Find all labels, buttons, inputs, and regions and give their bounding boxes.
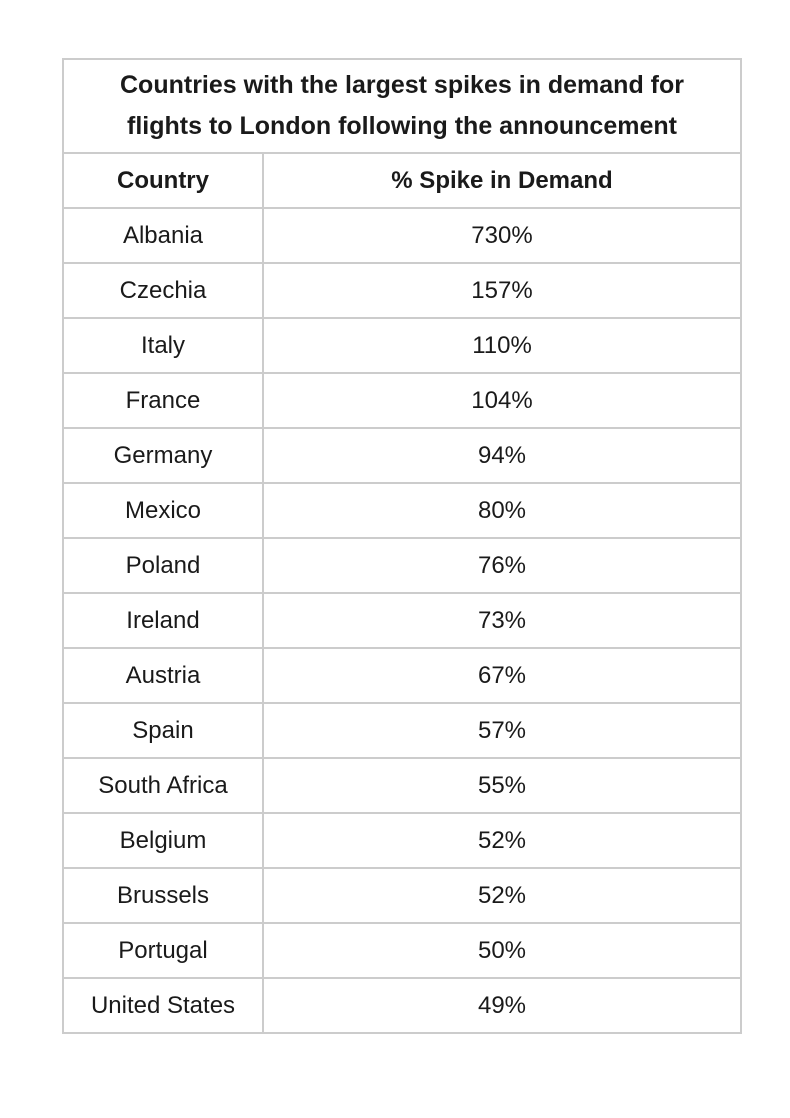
spike-value-cell: 67%: [262, 647, 742, 704]
table-row: Italy 110%: [62, 317, 742, 374]
table-row: Spain 57%: [62, 702, 742, 759]
table-row: Czechia 157%: [62, 262, 742, 319]
column-header-spike: % Spike in Demand: [262, 152, 742, 209]
country-cell: Albania: [62, 207, 264, 264]
table-row: Mexico 80%: [62, 482, 742, 539]
spike-value-cell: 73%: [262, 592, 742, 649]
country-cell: United States: [62, 977, 264, 1034]
table-title-row: Countries with the largest spikes in dem…: [62, 58, 742, 154]
table-title-line-2: flights to London following the announce…: [127, 112, 677, 140]
table-row: Brussels 52%: [62, 867, 742, 924]
table-row: Germany 94%: [62, 427, 742, 484]
country-cell: Mexico: [62, 482, 264, 539]
country-cell: Belgium: [62, 812, 264, 869]
spike-value-cell: 50%: [262, 922, 742, 979]
country-cell: Austria: [62, 647, 264, 704]
table-title-line-1: Countries with the largest spikes in dem…: [120, 71, 684, 99]
table-row: Albania 730%: [62, 207, 742, 264]
spike-value-cell: 730%: [262, 207, 742, 264]
table-row: France 104%: [62, 372, 742, 429]
column-header-country: Country: [62, 152, 264, 209]
spike-value-cell: 55%: [262, 757, 742, 814]
table-title: Countries with the largest spikes in dem…: [62, 58, 742, 154]
spike-value-cell: 157%: [262, 262, 742, 319]
country-cell: Germany: [62, 427, 264, 484]
spike-value-cell: 110%: [262, 317, 742, 374]
spike-value-cell: 94%: [262, 427, 742, 484]
spike-value-cell: 76%: [262, 537, 742, 594]
table-header-row: Country % Spike in Demand: [62, 152, 742, 209]
demand-table: Countries with the largest spikes in dem…: [62, 58, 742, 1034]
table-row: United States 49%: [62, 977, 742, 1034]
spike-value-cell: 52%: [262, 812, 742, 869]
spike-value-cell: 52%: [262, 867, 742, 924]
spike-value-cell: 49%: [262, 977, 742, 1034]
country-cell: Spain: [62, 702, 264, 759]
table-row: South Africa 55%: [62, 757, 742, 814]
country-cell: Brussels: [62, 867, 264, 924]
table-row: Ireland 73%: [62, 592, 742, 649]
country-cell: Czechia: [62, 262, 264, 319]
country-cell: Italy: [62, 317, 264, 374]
country-cell: Ireland: [62, 592, 264, 649]
table-body: Albania 730% Czechia 157% Italy 110% France 104…: [62, 207, 742, 1034]
country-cell: Poland: [62, 537, 264, 594]
table-row: Portugal 50%: [62, 922, 742, 979]
country-cell: South Africa: [62, 757, 264, 814]
table-row: Belgium 52%: [62, 812, 742, 869]
spike-value-cell: 57%: [262, 702, 742, 759]
spike-value-cell: 104%: [262, 372, 742, 429]
table-row: Poland 76%: [62, 537, 742, 594]
spike-value-cell: 80%: [262, 482, 742, 539]
country-cell: Portugal: [62, 922, 264, 979]
country-cell: France: [62, 372, 264, 429]
table-row: Austria 67%: [62, 647, 742, 704]
